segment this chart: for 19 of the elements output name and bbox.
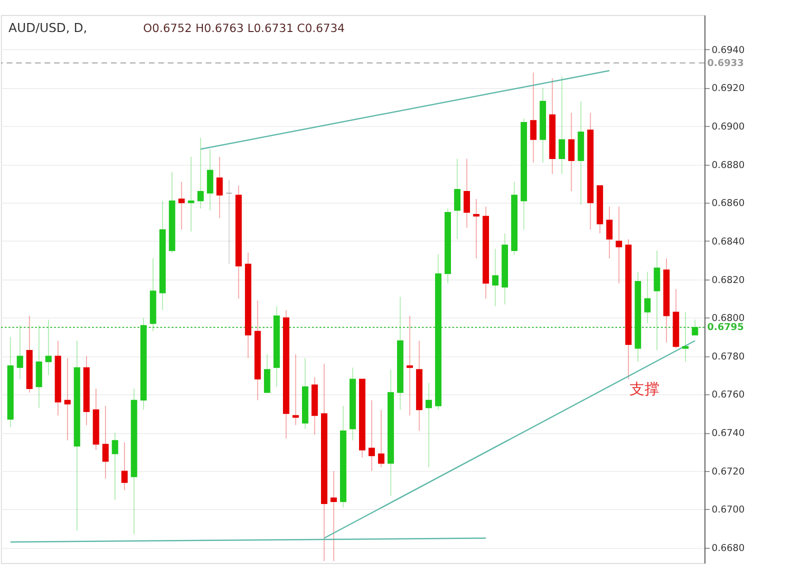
y-tick-label: 0.6880 bbox=[712, 160, 745, 171]
ref-line-label: 0.6933 bbox=[707, 58, 744, 69]
y-tick-label: 0.6760 bbox=[712, 390, 745, 401]
y-tick-label: 0.6740 bbox=[712, 428, 745, 440]
y-tick-label: 0.6780 bbox=[712, 351, 745, 362]
annotation: O0.6752 H0.6763 L0.6731 C0.6734 bbox=[143, 21, 345, 36]
y-tick-label: 0.6700 bbox=[712, 504, 745, 516]
ref-line-label: 0.6795 bbox=[707, 322, 744, 334]
y-tick-label: 0.6940 bbox=[712, 44, 745, 56]
y-tick-label: 0.6800 bbox=[712, 313, 745, 324]
text: AUD/USD, D, bbox=[8, 21, 88, 36]
y-tick-label: 0.6900 bbox=[712, 121, 745, 132]
y-tick-label: 0.6680 bbox=[712, 543, 745, 554]
annotation: 支撑 bbox=[630, 380, 660, 398]
y-tick-label: 0.6720 bbox=[712, 466, 745, 478]
y-tick-label: 0.6840 bbox=[712, 236, 745, 248]
y-tick-label: 0.6820 bbox=[712, 274, 745, 286]
y-tick-label: 0.6860 bbox=[712, 198, 745, 210]
y-tick-label: 0.6920 bbox=[712, 83, 745, 94]
